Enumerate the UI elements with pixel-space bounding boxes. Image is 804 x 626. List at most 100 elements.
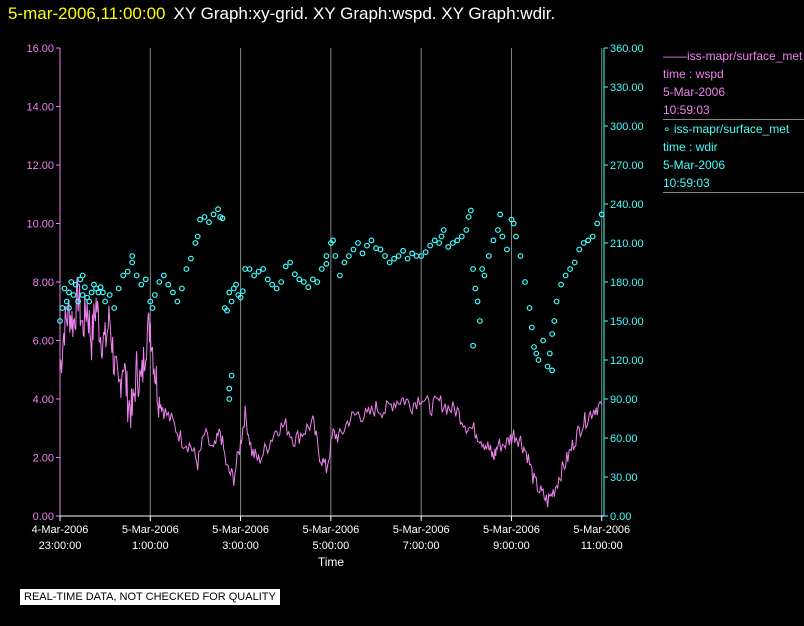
right-tick-label: 270.00 [610, 160, 644, 172]
wdir-point [278, 279, 285, 285]
wdir-point [206, 219, 212, 226]
legend-time: 10:59:03 [663, 103, 710, 117]
wdir-point [463, 227, 470, 233]
wdir-point [61, 285, 68, 292]
wdir-point [183, 266, 190, 272]
wdir-point [470, 266, 477, 272]
wdir-point [481, 272, 488, 279]
wdir-point [535, 357, 542, 363]
wdir-point [309, 276, 316, 283]
wdir-point [210, 211, 217, 218]
x-tick-label-date: 4-Mar-2006 [32, 524, 89, 536]
wdir-point [111, 305, 118, 311]
x-tick-label-time: 5:00:00 [313, 540, 350, 552]
wdir-point [517, 253, 524, 259]
right-tick-label: 360.00 [610, 43, 644, 55]
wdir-point [260, 266, 267, 272]
wdir-point [251, 272, 258, 279]
wdir-point [544, 363, 551, 370]
wdir-point [540, 337, 546, 344]
wdir-point [377, 246, 384, 253]
wdir-point [490, 237, 497, 244]
wdir-point [431, 237, 438, 244]
legend-entry-wdir: ∘ iss-mapr/surface_met time : wdir 5-Mar… [663, 120, 804, 193]
wdir-point [59, 305, 66, 311]
wdir-point [79, 292, 86, 298]
wdir-point [330, 237, 337, 244]
wdir-point [296, 276, 303, 283]
right-tick-label: 60.00 [610, 433, 638, 445]
legend-series-name: iss-mapr/surface_met [687, 49, 803, 63]
wdir-point [70, 292, 77, 298]
wdir-point [585, 237, 592, 244]
right-tick-label: 0.00 [610, 511, 631, 523]
wdir-point [264, 276, 271, 283]
left-tick-label: 4.00 [33, 394, 54, 406]
wdir-point [531, 344, 537, 350]
wdir-point [513, 233, 519, 240]
wdir-point [287, 259, 294, 266]
wdir-point [291, 271, 298, 278]
left-tick-label: 16.00 [26, 43, 54, 55]
left-tick-label: 14.00 [26, 102, 54, 114]
wdir-point [194, 233, 201, 240]
wdir-point [237, 294, 244, 301]
wdir-point [571, 259, 578, 266]
wdir-point [201, 214, 208, 220]
wdir-point [465, 214, 472, 220]
wdir-point [187, 255, 194, 262]
wdir-point [526, 305, 533, 311]
wdir-point [499, 233, 506, 240]
wdir-point [81, 284, 88, 291]
wdir-point [373, 245, 379, 252]
wdir-point [318, 266, 325, 272]
wdir-point [215, 206, 221, 213]
wdir-point [86, 298, 93, 305]
wdir-point [546, 350, 553, 357]
wdir-point [79, 272, 86, 279]
quality-disclaimer: REAL-TIME DATA, NOT CHECKED FOR QUALITY [20, 589, 280, 605]
wdir-point [436, 240, 443, 246]
right-tick-label: 300.00 [610, 121, 644, 133]
graph-titles: XY Graph:xy-grid. XY Graph:wspd. XY Grap… [173, 4, 556, 23]
wdir-point [138, 281, 145, 288]
wdir-point [589, 233, 596, 240]
x-tick-label-time: 7:00:00 [403, 540, 440, 552]
wdir-point [226, 396, 233, 402]
wdir-point [580, 240, 587, 246]
wdir-point [178, 285, 185, 292]
legend-variable: time : wdir [663, 140, 718, 154]
wdir-point [558, 281, 564, 288]
wdir-point [404, 255, 411, 262]
timestamp-label: 5-mar-2006,11:00:00 [8, 4, 166, 23]
wdir-point [226, 385, 233, 392]
wdir-point [66, 289, 72, 296]
wdir-point [467, 207, 474, 214]
wdir-point [562, 272, 569, 279]
legend-entry-wspd: ——iss-mapr/surface_met time : wspd 5-Mar… [663, 47, 804, 120]
right-tick-label: 330.00 [610, 82, 644, 94]
wdir-point [273, 285, 280, 292]
left-tick-label: 0.00 [33, 511, 54, 523]
wdir-point [438, 233, 445, 240]
wdir-point [504, 246, 510, 253]
wdir-point [594, 220, 601, 227]
x-tick-label-time: 3:00:00 [222, 540, 259, 552]
wdir-point [228, 372, 235, 379]
wdir-point [219, 215, 226, 222]
wdir-point [323, 260, 330, 267]
wdir-point [386, 259, 393, 266]
wdir-point [314, 279, 321, 285]
wdir-point [149, 305, 156, 311]
left-tick-label: 12.00 [26, 160, 54, 172]
left-tick-label: 6.00 [33, 336, 54, 348]
wdir-point [549, 331, 555, 337]
right-tick-label: 180.00 [610, 277, 644, 289]
legend-date: 5-Mar-2006 [663, 85, 726, 99]
wdir-point [422, 249, 429, 256]
wdir-point [368, 237, 375, 244]
graph-header: 5-mar-2006,11:00:00 XY Graph:xy-grid. XY … [8, 2, 555, 26]
wdir-point [418, 253, 425, 259]
wdir-point [224, 307, 230, 314]
wdir-point [75, 298, 81, 305]
